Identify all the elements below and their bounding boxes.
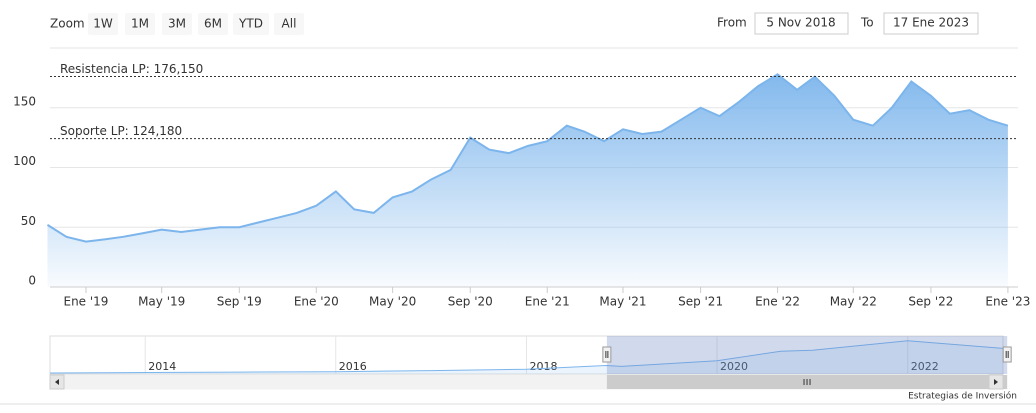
x-tick-label: Sep '21	[678, 295, 723, 309]
navigator-handle[interactable]	[602, 346, 612, 363]
navigator-tick-label: 2014	[148, 360, 176, 373]
x-tick-label: May '19	[138, 295, 185, 309]
navigator-tick-label: 2018	[530, 360, 558, 373]
navigator-selection	[606, 336, 1008, 374]
x-tick-label: May '20	[369, 295, 416, 309]
area-fill	[47, 74, 1008, 287]
y-tick-label: 0	[28, 274, 36, 288]
x-tick-label: Sep '20	[448, 295, 493, 309]
zoom-button-label[interactable]: All	[282, 17, 297, 31]
to-value[interactable]: 17 Ene 2023	[893, 16, 969, 30]
y-tick-label: 100	[13, 154, 36, 168]
navigator-tick-label: 2020	[720, 360, 748, 373]
y-tick-label: 50	[21, 214, 36, 228]
from-input[interactable]	[754, 12, 849, 35]
zoom-button[interactable]	[233, 13, 269, 35]
arrow-right	[994, 379, 998, 385]
x-tick-label: Sep '22	[908, 295, 953, 309]
x-tick-label: Ene '23	[985, 295, 1030, 309]
zoom-button-label[interactable]: 1W	[93, 17, 113, 31]
zoom-button[interactable]	[198, 13, 228, 35]
x-tick-label: Ene '21	[525, 295, 570, 309]
line	[46, 73, 1009, 243]
x-tick-label: Ene '20	[294, 295, 339, 309]
x-tick-label: Ene '22	[755, 295, 800, 309]
zoom-button-label[interactable]: 6M	[204, 17, 222, 31]
area-fill	[50, 340, 1003, 374]
to-input[interactable]	[883, 12, 979, 35]
from-value[interactable]: 5 Nov 2018	[766, 16, 835, 30]
x-tick-label: May '22	[830, 295, 877, 309]
navigator-tick-label: 2022	[911, 360, 939, 373]
zoom-button[interactable]	[88, 13, 118, 35]
zoom-button[interactable]	[274, 13, 304, 35]
navigator-handle[interactable]	[1002, 346, 1012, 363]
line	[49, 340, 1004, 374]
x-tick-label: May '21	[599, 295, 646, 309]
y-tick-label: 150	[13, 94, 36, 108]
from-label: From	[717, 16, 747, 30]
zoom-button[interactable]	[162, 13, 192, 35]
to-label: To	[860, 16, 874, 30]
zoom-button-label[interactable]: YTD	[238, 17, 263, 31]
x-tick-label: Ene '19	[63, 295, 108, 309]
navigator-tick-label: 2016	[339, 360, 367, 373]
credits[interactable]: Estrategias de Inversión	[908, 391, 1017, 402]
zoom-button[interactable]	[125, 13, 155, 35]
plot-line-label: Soporte LP: 124,180	[60, 124, 182, 138]
arrow-left	[55, 379, 59, 385]
x-tick-label: Sep '19	[217, 295, 262, 309]
zoom-label: Zoom	[50, 17, 85, 31]
zoom-button-label[interactable]: 1M	[131, 17, 149, 31]
zoom-button-label[interactable]: 3M	[168, 17, 186, 31]
plot-line-label: Resistencia LP: 176,150	[60, 62, 203, 76]
